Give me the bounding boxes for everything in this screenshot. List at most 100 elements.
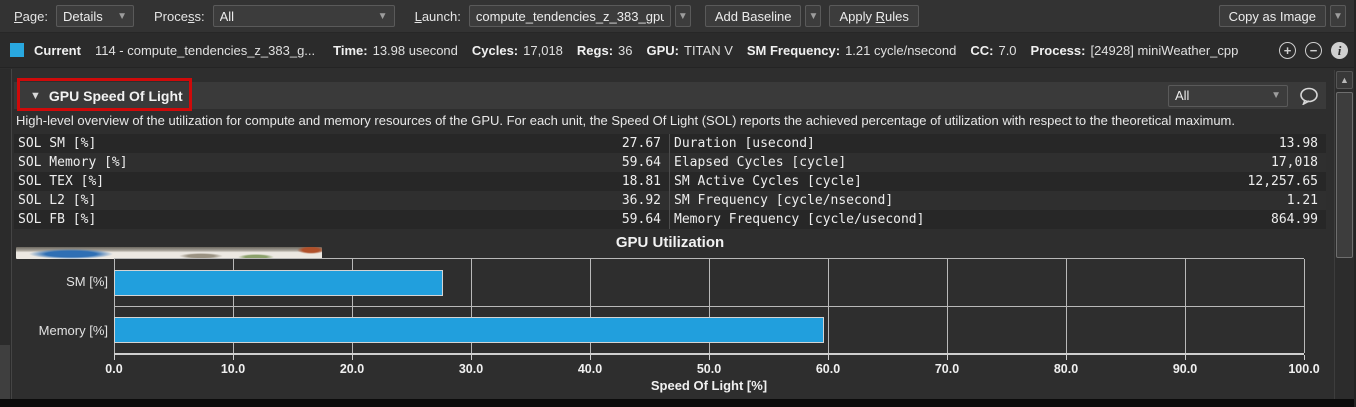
- table-row[interactable]: SOL TEX [%] 18.81 SM Active Cycles [cycle…: [14, 172, 1326, 191]
- tick-mark: [590, 355, 591, 360]
- left-gutter: [0, 69, 12, 399]
- chart-title: GPU Utilization: [615, 234, 725, 251]
- chevron-down-icon: ▼: [117, 10, 127, 22]
- tick-mark: [352, 355, 353, 360]
- tick-mark: [947, 355, 948, 360]
- copy-as-image-arrow[interactable]: ▼: [1330, 5, 1346, 27]
- comment-bubble-icon[interactable]: [1298, 86, 1320, 106]
- tick-mark: [709, 355, 710, 360]
- chevron-down-icon: ▼: [1333, 10, 1343, 22]
- chevron-down-icon: ▼: [1271, 90, 1281, 101]
- gpu-field: GPU: TITAN V: [646, 42, 733, 58]
- launch-label: Launch:: [414, 8, 461, 24]
- tick-label: 10.0: [220, 362, 246, 376]
- regs-field: Regs: 36: [576, 42, 633, 58]
- metric-name: Memory Frequency [cycle/usecond]: [674, 212, 925, 227]
- cc-field: CC: 7.0: [970, 42, 1017, 58]
- chart-bar-sm-[interactable]: [114, 269, 444, 296]
- section-filter-dropdown[interactable]: All ▼: [1168, 84, 1288, 107]
- page-label: Page:: [14, 8, 48, 24]
- metric-value: 27.67: [621, 136, 661, 151]
- metric-value: 13.98: [1278, 136, 1318, 151]
- metric-name: SOL Memory [%]: [18, 155, 128, 170]
- tick-label: 100.0: [1288, 362, 1320, 376]
- grid-line: [114, 306, 1304, 307]
- tick-label: 70.0: [934, 362, 960, 376]
- table-row[interactable]: SOL L2 [%] 36.92 SM Frequency [cycle/nsec…: [14, 191, 1326, 210]
- chevron-down-icon: ▼: [677, 10, 688, 22]
- metric-value: 1.21: [1286, 193, 1318, 208]
- chevron-down-icon: ▼: [377, 10, 388, 22]
- metric-name: SM Active Cycles [cycle]: [674, 174, 862, 189]
- process-field: Process: [24928] miniWeather_cpp: [1030, 42, 1239, 58]
- tick-mark: [1066, 355, 1067, 360]
- tick-mark: [828, 355, 829, 360]
- zoom-in-icon[interactable]: +: [1279, 41, 1296, 59]
- tick-label: 50.0: [696, 362, 722, 376]
- metric-name: Duration [usecond]: [674, 136, 815, 151]
- tick-label: 40.0: [577, 362, 603, 376]
- info-icon[interactable]: i: [1331, 41, 1348, 59]
- y-category-label: SM [%]: [66, 274, 108, 290]
- tick-mark: [471, 355, 472, 360]
- apply-rules-button[interactable]: Apply Rules: [829, 5, 919, 27]
- collapse-triangle-icon[interactable]: ▼: [30, 89, 41, 102]
- y-category-label: Memory [%]: [38, 322, 108, 338]
- right-border: [1354, 0, 1356, 407]
- zoom-out-icon[interactable]: −: [1305, 41, 1322, 59]
- top-toolbar: Page: Details ▼ Process: All ▼ Launch: c…: [0, 0, 1356, 33]
- render-artifact-strip: [16, 247, 322, 259]
- gpu-utilization-chart: GPU Utilization SM [%] Memory [%] 0.0 10.0…: [14, 232, 1326, 395]
- triangle-up-icon: ▲: [1340, 75, 1349, 85]
- table-row[interactable]: SOL FB [%] 59.64 Memory Frequency [cycle/…: [14, 210, 1326, 229]
- bottom-border: [0, 399, 1356, 407]
- copy-as-image-button[interactable]: Copy as Image: [1218, 5, 1326, 27]
- add-baseline-arrow[interactable]: ▼: [805, 5, 822, 27]
- time-field: Time: 13.98 usecond: [333, 42, 458, 58]
- chart-plot: [114, 258, 1305, 360]
- sol-table: SOL SM [%] 27.67 Duration [usecond] 13.98 …: [14, 134, 1326, 229]
- table-row[interactable]: SOL Memory [%] 59.64 Elapsed Cycles [cycl…: [14, 153, 1326, 172]
- tick-mark: [1304, 355, 1305, 360]
- grid-line: [1304, 259, 1305, 353]
- metric-value: 18.81: [621, 174, 661, 189]
- section-description: High-level overview of the utilization f…: [16, 113, 1235, 128]
- metric-value: 59.64: [621, 212, 661, 227]
- tick-label: 0.0: [105, 362, 123, 376]
- tick-label: 60.0: [815, 362, 841, 376]
- tick-label: 20.0: [339, 362, 365, 376]
- tick-mark: [114, 355, 115, 360]
- chart-bar-memory-[interactable]: [114, 316, 824, 343]
- chart-xlabel: Speed Of Light [%]: [650, 378, 768, 393]
- metric-value: 36.92: [621, 193, 661, 208]
- scrollbar-thumb[interactable]: [1336, 92, 1353, 258]
- metric-name: SOL FB [%]: [18, 212, 97, 227]
- current-kernel-row: Current 114 - compute_tendencies_z_383_g…: [0, 33, 1356, 68]
- tick-label: 30.0: [458, 362, 484, 376]
- sm-frequency-field: SM Frequency: 1.21 cycle/nsecond: [746, 42, 957, 58]
- cycles-field: Cycles: 17,018: [471, 42, 563, 58]
- process-label: Process:: [153, 8, 205, 24]
- tick-label: 90.0: [1172, 362, 1198, 376]
- launch-dropdown-arrow[interactable]: ▼: [674, 5, 691, 27]
- metric-name: Elapsed Cycles [cycle]: [674, 155, 847, 170]
- add-baseline-button[interactable]: Add Baseline: [704, 5, 802, 27]
- metric-name: SM Frequency [cycle/nsecond]: [674, 193, 894, 208]
- tick-label: 80.0: [1053, 362, 1079, 376]
- launch-dropdown[interactable]: compute_tendencies_z_383_gpu: [468, 5, 671, 27]
- metric-value: 59.64: [621, 155, 661, 170]
- metric-value: 12,257.65: [1247, 174, 1318, 189]
- page-dropdown[interactable]: Details ▼: [55, 5, 134, 27]
- tick-mark: [233, 355, 234, 360]
- vertical-scrollbar[interactable]: ▲: [1334, 70, 1354, 399]
- current-color-swatch: [10, 43, 24, 57]
- process-dropdown[interactable]: All ▼: [212, 5, 395, 27]
- table-row[interactable]: SOL SM [%] 27.67 Duration [usecond] 13.98: [14, 134, 1326, 153]
- chart-axis: 0.0 10.0 20.0 30.0 40.0 50.0 60.0 70.0 80.0 90.0 1…: [105, 362, 1319, 378]
- section-header-gpu-speed-of-light[interactable]: ▼ GPU Speed Of Light All ▼: [14, 82, 1326, 109]
- left-scrollbar-thumb[interactable]: [0, 345, 10, 399]
- metric-name: SOL SM [%]: [18, 136, 97, 151]
- metric-name: SOL TEX [%]: [18, 174, 105, 189]
- scroll-up-button[interactable]: ▲: [1336, 71, 1353, 89]
- row-action-icons: + − i: [1279, 41, 1348, 59]
